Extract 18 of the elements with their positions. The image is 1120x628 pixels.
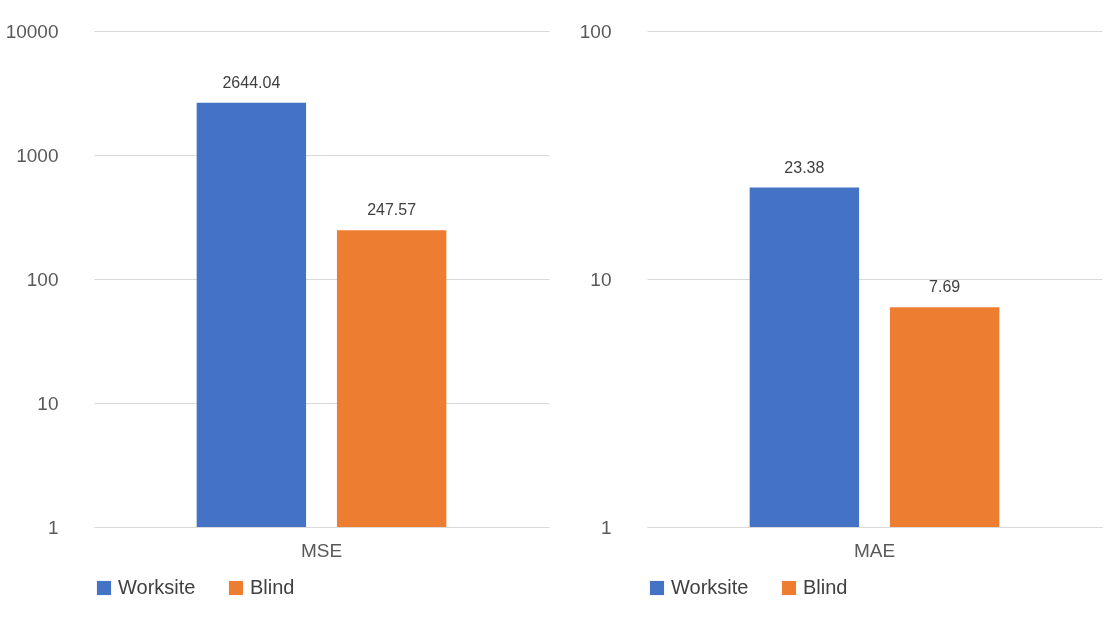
- data-label: 247.57: [367, 201, 417, 219]
- data-label: 23.38: [784, 158, 825, 176]
- legend-label: Blind: [803, 576, 848, 598]
- legend-label: Worksite: [671, 576, 749, 598]
- y-tick-label: 1: [47, 516, 59, 538]
- data-label: 2644.04: [222, 73, 281, 91]
- y-tick-label: 10: [590, 268, 612, 290]
- y-tick-label: 10: [37, 392, 59, 414]
- legend-label: Blind: [250, 576, 295, 598]
- legend-label: Worksite: [118, 576, 196, 598]
- y-tick-label: 100: [579, 20, 612, 42]
- y-tick-label: 100: [26, 268, 59, 290]
- x-tick-label: MSE: [300, 539, 343, 561]
- y-tick-label: 1000: [16, 144, 59, 166]
- data-label: 7.69: [929, 278, 961, 296]
- y-tick-label: 10000: [5, 20, 59, 42]
- y-tick-label: 1: [600, 516, 612, 538]
- x-tick-label: MAE: [853, 539, 896, 561]
